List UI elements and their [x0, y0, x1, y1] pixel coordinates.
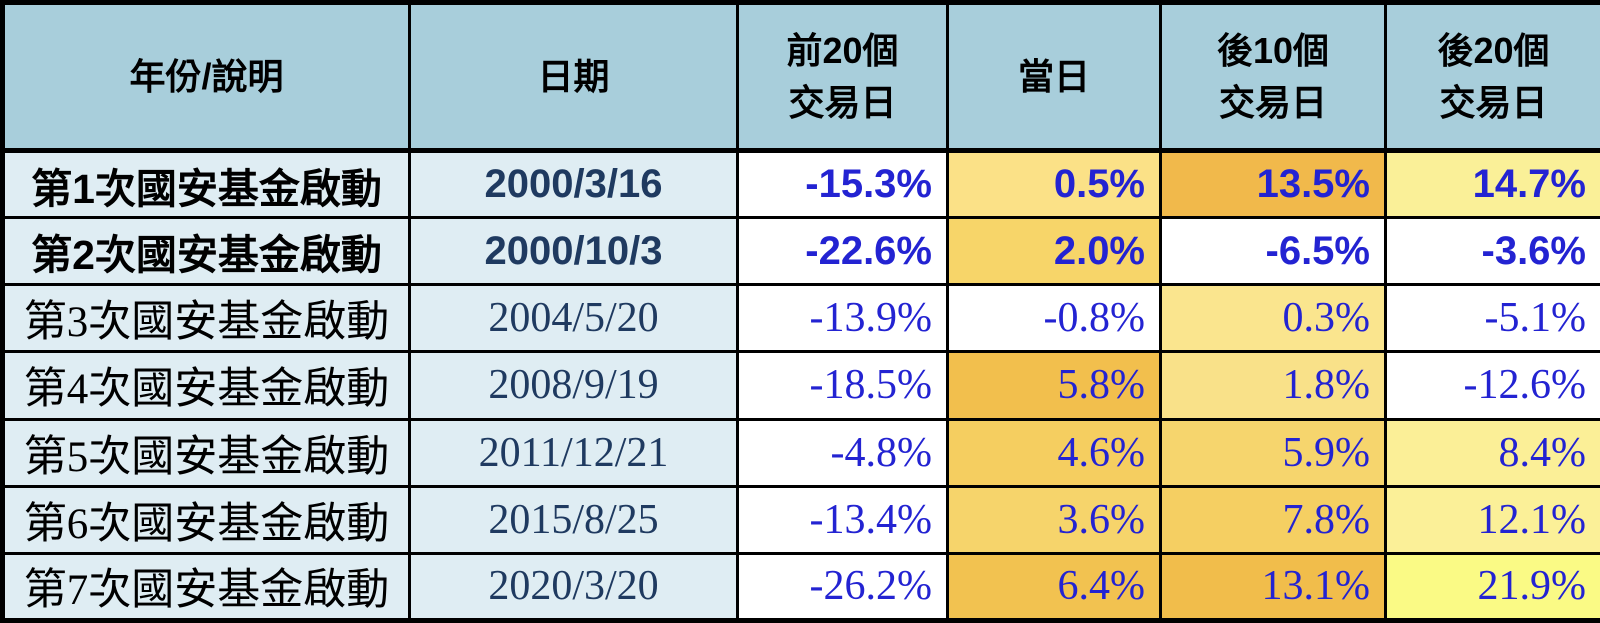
value-cell-prev20: -15.3% — [736, 148, 949, 220]
value-cell-sameday: 6.4% — [946, 551, 1162, 623]
table-row-7: 第7次國安基金啟動 2020/3/20 -26.2% 6.4% 13.1% 21… — [1, 551, 1600, 623]
date-cell: 2008/9/19 — [408, 350, 739, 421]
row-label-cell: 第6次國安基金啟動 — [1, 484, 411, 555]
table-row-2: 第2次國安基金啟動 2000/10/3 -22.6% 2.0% -6.5% -3… — [1, 216, 1600, 287]
value-cell-sameday: 0.5% — [946, 148, 1162, 220]
date-cell: 2000/10/3 — [408, 216, 739, 287]
table-body: 第1次國安基金啟動 2000/3/16 -15.3% 0.5% 13.5% 14… — [1, 148, 1600, 623]
header-cell-sameday: 當日 — [946, 1, 1162, 153]
row-label-cell: 第1次國安基金啟動 — [1, 148, 411, 220]
row-label-cell: 第7次國安基金啟動 — [1, 551, 411, 623]
table-row-6: 第6次國安基金啟動 2015/8/25 -13.4% 3.6% 7.8% 12.… — [1, 484, 1600, 555]
value-cell-next10: -6.5% — [1159, 216, 1387, 287]
header-cell-year-desc: 年份/說明 — [1, 1, 411, 153]
date-cell: 2000/3/16 — [408, 148, 739, 220]
value-cell-sameday: -0.8% — [946, 283, 1162, 354]
row-label-cell: 第4次國安基金啟動 — [1, 350, 411, 421]
value-cell-next20: -5.1% — [1384, 283, 1600, 354]
value-cell-sameday: 2.0% — [946, 216, 1162, 287]
value-cell-next20: 21.9% — [1384, 551, 1600, 623]
date-cell: 2011/12/21 — [408, 417, 739, 488]
row-label-cell: 第2次國安基金啟動 — [1, 216, 411, 287]
value-cell-next10: 1.8% — [1159, 350, 1387, 421]
header-cell-date: 日期 — [408, 1, 739, 153]
value-cell-prev20: -18.5% — [736, 350, 949, 421]
value-cell-next20: -3.6% — [1384, 216, 1600, 287]
table-row-3: 第3次國安基金啟動 2004/5/20 -13.9% -0.8% 0.3% -5… — [1, 283, 1600, 354]
value-cell-next10: 7.8% — [1159, 484, 1387, 555]
value-cell-next10: 13.5% — [1159, 148, 1387, 220]
value-cell-sameday: 5.8% — [946, 350, 1162, 421]
header-row: 年份/說明 日期 前20個 交易日 當日 後10個 交易日 後20個 交易日 — [1, 1, 1600, 153]
value-cell-sameday: 4.6% — [946, 417, 1162, 488]
header-cell-next20: 後20個 交易日 — [1384, 1, 1600, 153]
value-cell-prev20: -4.8% — [736, 417, 949, 488]
value-cell-sameday: 3.6% — [946, 484, 1162, 555]
value-cell-next20: 14.7% — [1384, 148, 1600, 220]
date-cell: 2020/3/20 — [408, 551, 739, 623]
value-cell-next20: 12.1% — [1384, 484, 1600, 555]
table-header: 年份/說明 日期 前20個 交易日 當日 後10個 交易日 後20個 交易日 — [1, 1, 1600, 153]
date-cell: 2004/5/20 — [408, 283, 739, 354]
header-cell-prev20: 前20個 交易日 — [736, 1, 949, 153]
date-cell: 2015/8/25 — [408, 484, 739, 555]
value-cell-prev20: -13.4% — [736, 484, 949, 555]
row-label-cell: 第5次國安基金啟動 — [1, 417, 411, 488]
value-cell-next10: 0.3% — [1159, 283, 1387, 354]
table-row-5: 第5次國安基金啟動 2011/12/21 -4.8% 4.6% 5.9% 8.4… — [1, 417, 1600, 488]
value-cell-next10: 13.1% — [1159, 551, 1387, 623]
value-cell-next20: -12.6% — [1384, 350, 1600, 421]
value-cell-next20: 8.4% — [1384, 417, 1600, 488]
value-cell-prev20: -13.9% — [736, 283, 949, 354]
table-row-1: 第1次國安基金啟動 2000/3/16 -15.3% 0.5% 13.5% 14… — [1, 148, 1600, 220]
value-cell-next10: 5.9% — [1159, 417, 1387, 488]
table-row-4: 第4次國安基金啟動 2008/9/19 -18.5% 5.8% 1.8% -12… — [1, 350, 1600, 421]
row-label-cell: 第3次國安基金啟動 — [1, 283, 411, 354]
value-cell-prev20: -26.2% — [736, 551, 949, 623]
header-cell-next10: 後10個 交易日 — [1159, 1, 1387, 153]
value-cell-prev20: -22.6% — [736, 216, 949, 287]
